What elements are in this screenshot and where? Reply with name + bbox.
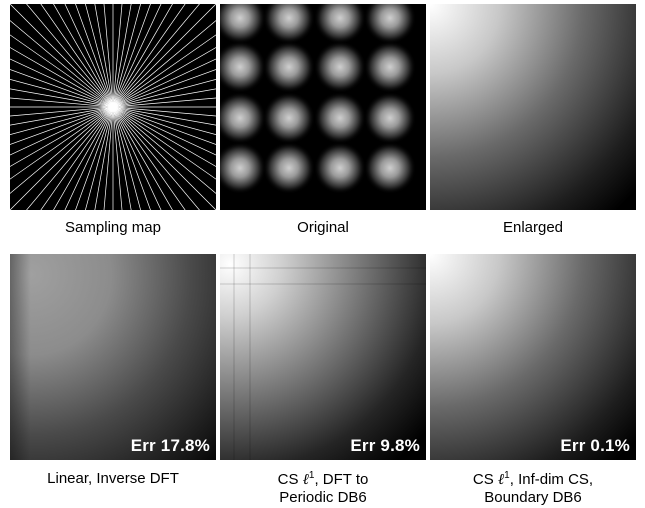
cs-inf-dim-boundary-db6-image: Err 0.1% xyxy=(430,254,636,460)
linear-inverse-dft-image: Err 17.8% xyxy=(10,254,216,460)
blob-grid xyxy=(220,4,426,210)
blob xyxy=(364,4,416,44)
caption-cs-inf-dim-boundary-db6: CS ℓ1, Inf-dim CS, Boundary DB6 xyxy=(472,470,594,506)
blob xyxy=(314,41,366,93)
caption-sampling-map: Sampling map xyxy=(65,219,161,236)
blob xyxy=(263,4,315,44)
radial-sampling-lines xyxy=(10,4,216,210)
blob xyxy=(314,4,366,44)
blob xyxy=(263,92,315,144)
error-label: Err 0.1% xyxy=(560,436,630,455)
blob xyxy=(314,142,366,194)
blob xyxy=(364,142,416,194)
blob xyxy=(314,92,366,144)
error-label: Err 9.8% xyxy=(350,436,420,455)
caption-enlarged: Enlarged xyxy=(502,219,564,236)
blob xyxy=(263,142,315,194)
blob xyxy=(364,41,416,93)
blob xyxy=(220,4,266,44)
blob xyxy=(220,142,266,194)
enlarged-image xyxy=(430,4,636,210)
caption-linear-inverse-dft: Linear, Inverse DFT xyxy=(47,470,179,487)
caption-cs-dft-periodic-db6: CS ℓ1, DFT to Periodic DB6 xyxy=(277,470,369,506)
cs-dft-periodic-db6-image: Err 9.8% xyxy=(220,254,426,460)
blob xyxy=(220,92,266,144)
caption-original: Original xyxy=(297,219,349,236)
center-point xyxy=(109,103,117,111)
blob xyxy=(220,41,266,93)
blob xyxy=(364,92,416,144)
blob xyxy=(263,41,315,93)
error-label: Err 17.8% xyxy=(130,436,210,455)
sampling-map-image xyxy=(10,4,216,210)
original-image xyxy=(220,4,426,210)
